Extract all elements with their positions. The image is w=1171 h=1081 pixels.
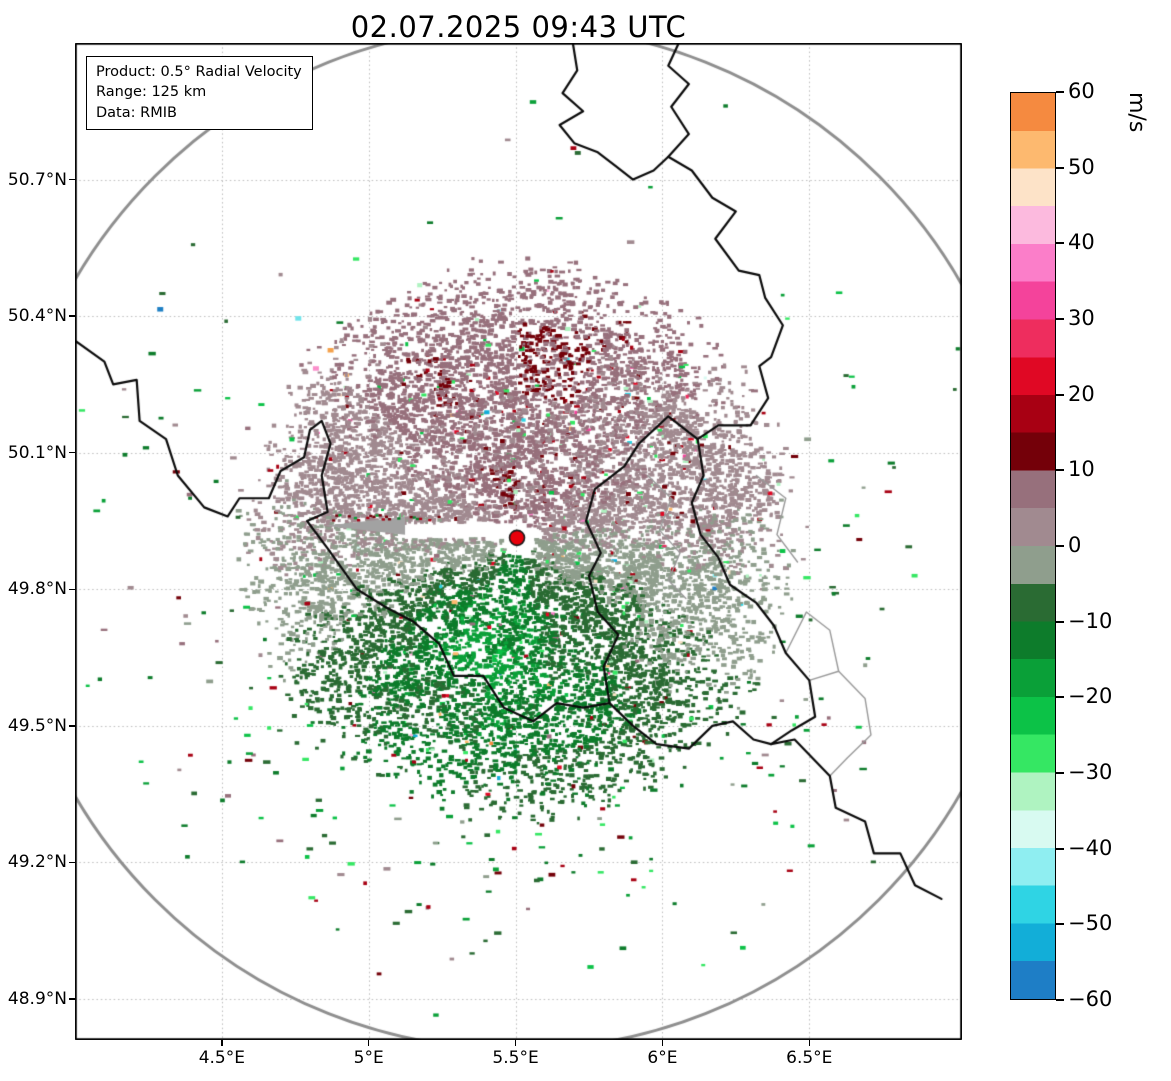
- x-axis-tick: [221, 1040, 223, 1046]
- x-axis-tick: [808, 1040, 811, 1046]
- colorbar-tick-label: 60: [1068, 79, 1095, 103]
- y-axis-tick-label: 50.7°N: [7, 169, 67, 190]
- colorbar-tick: [1056, 620, 1064, 623]
- x-axis-tick: [514, 1040, 517, 1046]
- info-data-source-line: Data: RMIB: [96, 104, 177, 121]
- x-axis-tick: [367, 1040, 370, 1046]
- x-axis-tick-label: 4.5°E: [198, 1048, 245, 1068]
- info-product-line: Product: 0.5° Radial Velocity: [96, 64, 302, 80]
- y-axis-tick-label: 50.1°N: [7, 442, 67, 463]
- y-axis-tick-label: 48.9°N: [7, 989, 67, 1010]
- colorbar-tick-label: 10: [1068, 457, 1095, 482]
- colorbar-tick-label: 40: [1068, 230, 1095, 255]
- colorbar-tick: [1056, 696, 1064, 699]
- y-axis-tick-label: 49.2°N: [7, 852, 67, 873]
- colorbar-tick: [1056, 469, 1064, 472]
- colorbar-tick: [1056, 242, 1064, 245]
- info-range-line: Range: 125 km: [96, 84, 207, 101]
- colorbar-tick-label: 20: [1068, 381, 1095, 406]
- colorbar-tick-label: 0: [1068, 533, 1082, 557]
- y-axis-tick-label: 49.8°N: [7, 579, 67, 600]
- colorbar-tick: [1056, 999, 1064, 1001]
- colorbar-tick-label: −20: [1068, 684, 1113, 709]
- colorbar-tick-label: −40: [1068, 835, 1113, 860]
- colorbar-tick: [1056, 545, 1064, 547]
- colorbar-gradient: [1010, 92, 1056, 1000]
- radar-ppi-canvas: [75, 43, 962, 1040]
- colorbar-tick: [1056, 318, 1064, 320]
- colorbar-tick: [1056, 923, 1064, 926]
- colorbar-tick-label: −30: [1068, 760, 1113, 784]
- colorbar-tick: [1056, 847, 1064, 850]
- colorbar-tick: [1056, 772, 1064, 774]
- colorbar-tick: [1056, 91, 1064, 93]
- x-axis-tick-label: 6°E: [647, 1048, 678, 1068]
- colorbar-tick-label: −50: [1068, 911, 1113, 936]
- x-axis-tick-label: 6.5°E: [786, 1048, 833, 1068]
- plot-title: 02.07.2025 09:43 UTC: [350, 10, 687, 44]
- map-plot-area: Product: 0.5° Radial Velocity Range: 125…: [75, 43, 962, 1040]
- colorbar-tick: [1056, 166, 1064, 169]
- colorbar-tick-label: −60: [1068, 987, 1113, 1011]
- y-axis-tick-label: 50.4°N: [7, 306, 67, 327]
- colorbar-tick-label: 30: [1068, 306, 1095, 330]
- colorbar-tick-label: −10: [1068, 608, 1113, 633]
- y-axis-tick-label: 49.5°N: [7, 715, 67, 736]
- colorbar-unit-label: m/s: [1124, 92, 1149, 133]
- colorbar-tick: [1056, 393, 1064, 396]
- product-info-box: Product: 0.5° Radial Velocity Range: 125…: [86, 56, 313, 130]
- x-axis-tick-label: 5.5°E: [492, 1048, 539, 1068]
- x-axis-tick: [661, 1040, 664, 1046]
- colorbar-tick-label: 50: [1068, 154, 1095, 179]
- x-axis-tick-label: 5°E: [353, 1048, 384, 1068]
